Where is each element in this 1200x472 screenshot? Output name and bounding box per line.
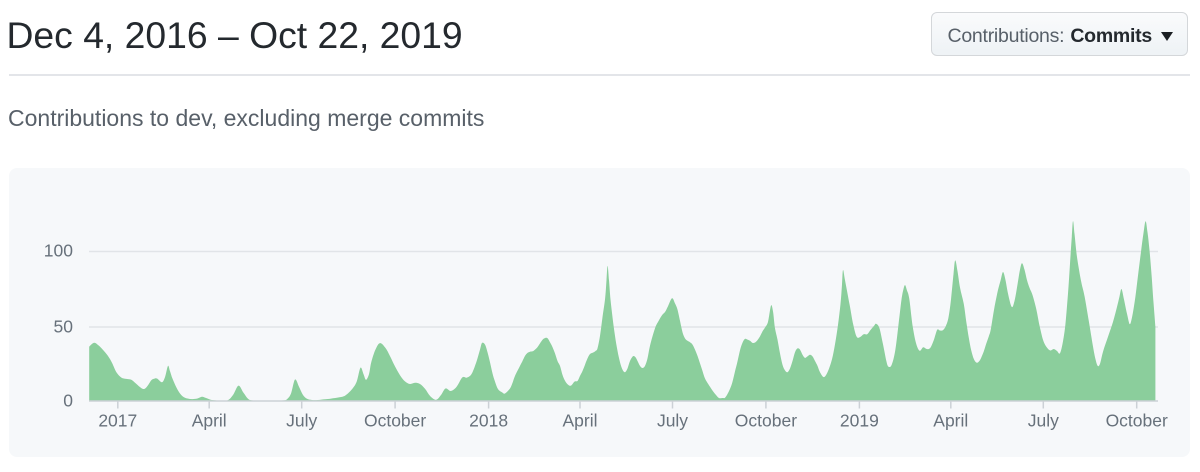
svg-text:July: July [1028,411,1059,431]
svg-text:0: 0 [63,391,73,411]
svg-text:2018: 2018 [469,411,508,431]
svg-text:October: October [735,411,797,431]
svg-text:April: April [192,411,227,431]
svg-text:2019: 2019 [840,411,879,431]
svg-text:April: April [933,411,968,431]
svg-text:50: 50 [54,316,74,336]
svg-text:October: October [364,411,426,431]
svg-text:July: July [657,411,688,431]
svg-text:October: October [1106,411,1168,431]
svg-text:April: April [562,411,597,431]
svg-text:100: 100 [44,241,73,261]
svg-text:2017: 2017 [98,411,137,431]
svg-text:July: July [286,411,317,431]
